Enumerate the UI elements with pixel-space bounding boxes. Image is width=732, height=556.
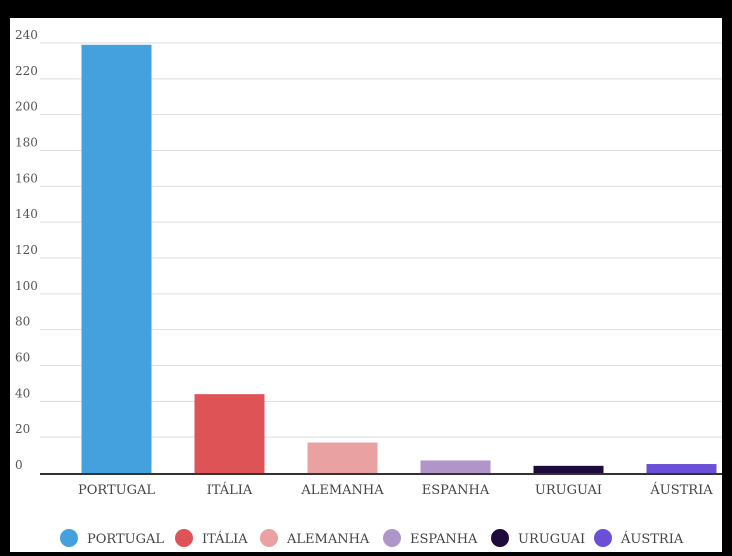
legend-item-portugal[interactable]: PORTUGAL [60,529,164,547]
legend-item-uruguai[interactable]: URUGUAI [491,529,585,547]
bar-uruguai[interactable] [533,465,604,473]
y-tick-label: 200 [15,100,38,114]
legend-item-espanha[interactable]: ESPANHA [383,529,478,547]
y-tick-label: 20 [15,422,30,436]
chart-frame: 0 20 40 60 80 100 120 140 160 180 200 220 240 PORTUG… [10,18,722,552]
legend-item-alemanha[interactable]: ALEMANHA [260,529,370,547]
y-tick-label: 100 [15,279,38,293]
y-axis-ticks: 0 20 40 60 80 100 120 140 160 180 200 220 240 [15,28,38,472]
grid-lines [40,42,722,438]
legend-label: ALEMANHA [286,532,370,547]
bar-chart: 0 20 40 60 80 100 120 140 160 180 200 220 240 PORTUG… [15,28,722,547]
x-tick-label: URUGUAI [535,483,602,498]
x-tick-label: ALEMANHA [300,483,384,498]
x-tick-label: ÁUSTRIA [649,482,713,498]
bar-itália[interactable] [194,394,265,473]
x-tick-label: PORTUGAL [78,483,155,498]
legend-swatch [594,529,612,547]
bar-áustria[interactable] [646,464,717,473]
y-tick-label: 80 [15,315,30,329]
y-tick-label: 180 [15,136,38,150]
legend-swatch [175,529,193,547]
x-axis-ticks: PORTUGAL ITÁLIA ALEMANHA ESPANHA URUGUAI ÁUST… [78,482,713,498]
legend-label: ESPANHA [410,532,478,547]
legend-label: URUGUAI [518,532,585,547]
y-tick-label: 140 [15,207,38,221]
legend-swatch [60,529,78,547]
y-tick-label: 60 [15,351,30,365]
legend-item-itália[interactable]: ITÁLIA [175,529,248,547]
y-tick-label: 160 [15,171,38,185]
legend-swatch [260,529,278,547]
legend-swatch [383,529,401,547]
legend[interactable]: PORTUGAL ITÁLIA ALEMANHA ESPANHA URUGUAI ÁUST… [60,529,684,547]
y-tick-label: 240 [15,28,38,42]
bar-espanha[interactable] [420,460,491,473]
legend-label: ÁUSTRIA [620,531,684,547]
x-tick-label: ITÁLIA [207,482,253,498]
y-tick-label: 120 [15,243,38,257]
bar-portugal[interactable] [81,44,152,474]
bars [81,44,717,474]
legend-label: PORTUGAL [87,532,164,547]
bar-alemanha[interactable] [307,442,378,473]
y-tick-label: 40 [15,386,30,400]
legend-item-áustria[interactable]: ÁUSTRIA [594,529,684,547]
legend-label: ITÁLIA [202,531,248,547]
legend-swatch [491,529,509,547]
y-tick-label: 220 [15,64,38,78]
x-tick-label: ESPANHA [422,483,490,498]
y-tick-label: 0 [15,458,23,472]
